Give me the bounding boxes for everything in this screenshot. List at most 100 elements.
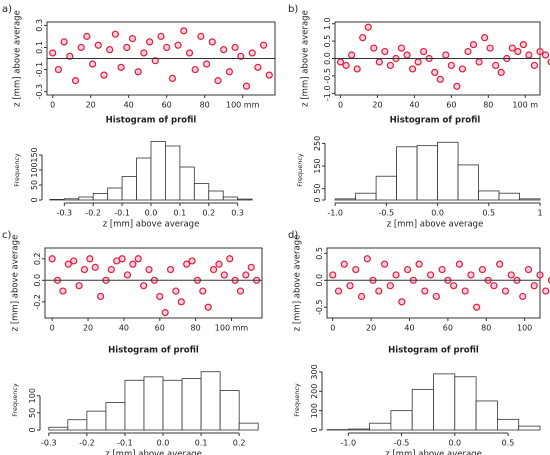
point	[88, 60, 97, 68]
bar	[457, 164, 479, 201]
point	[185, 49, 194, 57]
y-tick-label: 0	[28, 427, 37, 432]
y-tick-label: 100	[310, 403, 319, 418]
point	[188, 257, 196, 265]
bar	[347, 428, 370, 431]
point	[123, 271, 132, 279]
x-tick-label: 40	[404, 324, 414, 333]
x-tick-label: -0.5	[379, 209, 395, 218]
x-tick-label: 0	[50, 101, 55, 110]
y-tick-label: 300	[310, 364, 319, 379]
point	[247, 263, 255, 271]
point	[364, 23, 372, 31]
y-tick-label: 0.0	[323, 52, 332, 65]
x-tick-label: 100 m	[512, 101, 538, 110]
x-axis-label: z [mm] above average	[103, 220, 200, 230]
x-tick-label: 0.3	[231, 209, 244, 218]
point	[525, 51, 533, 59]
point	[421, 287, 429, 295]
bar	[369, 422, 392, 431]
x-tick-label: 40	[124, 101, 134, 110]
y-tick-label: 0.0	[33, 274, 42, 287]
point	[166, 265, 175, 274]
point	[231, 43, 239, 52]
point	[352, 265, 360, 274]
x-tick-label: -0.3	[57, 209, 73, 218]
point	[209, 265, 218, 274]
y-tick-label: 150	[30, 147, 39, 162]
histogram-title: Histogram of profil	[388, 346, 479, 356]
x-tick-label: 100 mm	[215, 324, 249, 333]
y-tick-label: 1.0	[323, 17, 332, 30]
y-axis-label: Frequency	[296, 153, 304, 187]
point	[381, 47, 389, 56]
y-tick-label: 150	[313, 158, 322, 173]
point	[145, 265, 153, 274]
bar	[143, 376, 164, 431]
x-tick-label: 0.0	[431, 209, 444, 218]
point	[447, 61, 455, 70]
point	[180, 27, 188, 35]
y-axis-label: z [mm] above average	[11, 235, 21, 332]
y-tick-label: 0	[313, 197, 322, 202]
point	[220, 271, 228, 279]
y-tick-label: 100	[28, 388, 37, 403]
point	[129, 260, 137, 268]
plot-frame	[44, 247, 263, 319]
point	[497, 68, 505, 77]
point	[403, 51, 411, 59]
point	[128, 34, 137, 43]
point	[134, 68, 142, 76]
plot-frame	[326, 247, 541, 319]
bar	[496, 418, 520, 431]
point	[455, 260, 464, 268]
bar	[334, 198, 357, 201]
point	[86, 255, 94, 263]
point	[415, 260, 423, 268]
bar	[162, 379, 183, 431]
point	[191, 65, 199, 74]
y-tick-label: 100	[30, 162, 39, 177]
x-axis-label: z [mm] above average	[385, 450, 482, 455]
point	[486, 44, 494, 52]
x-tick-label: 60	[155, 324, 165, 333]
point	[436, 75, 444, 83]
point	[236, 287, 245, 295]
y-tick-label: -1.0	[323, 85, 332, 101]
bar	[375, 175, 397, 201]
point	[334, 287, 343, 295]
bar	[86, 410, 107, 431]
point	[199, 287, 207, 295]
histogram-title: Histogram of profil	[106, 116, 197, 126]
point	[414, 58, 422, 66]
x-axis-label: z [mm] above average	[387, 220, 484, 230]
point	[342, 61, 350, 70]
point	[71, 77, 80, 85]
bar	[67, 419, 88, 431]
point	[140, 282, 148, 290]
x-tick-label: 0.0	[157, 439, 170, 448]
y-tick-label: 50	[28, 408, 37, 418]
point	[48, 255, 56, 263]
point	[519, 40, 527, 49]
x-tick-label: 0.5	[482, 209, 495, 218]
y-tick-label: 50	[313, 184, 322, 194]
bar	[179, 166, 195, 201]
x-tick-label: 40	[409, 101, 419, 110]
x-tick-label: 0	[330, 324, 335, 333]
y-tick-label: 0.2	[33, 252, 42, 265]
bar	[165, 145, 181, 201]
x-tick-label: 100 mm	[226, 101, 260, 110]
bar	[238, 422, 259, 431]
point	[254, 63, 262, 71]
bar	[498, 192, 520, 201]
point	[203, 60, 211, 68]
point	[96, 292, 105, 301]
point	[420, 47, 428, 56]
point	[59, 287, 67, 295]
y-tick-label: 0.5	[315, 247, 324, 260]
bar	[105, 402, 126, 431]
point	[172, 287, 180, 295]
x-tick-label: -0.2	[79, 439, 95, 448]
point	[225, 68, 233, 76]
